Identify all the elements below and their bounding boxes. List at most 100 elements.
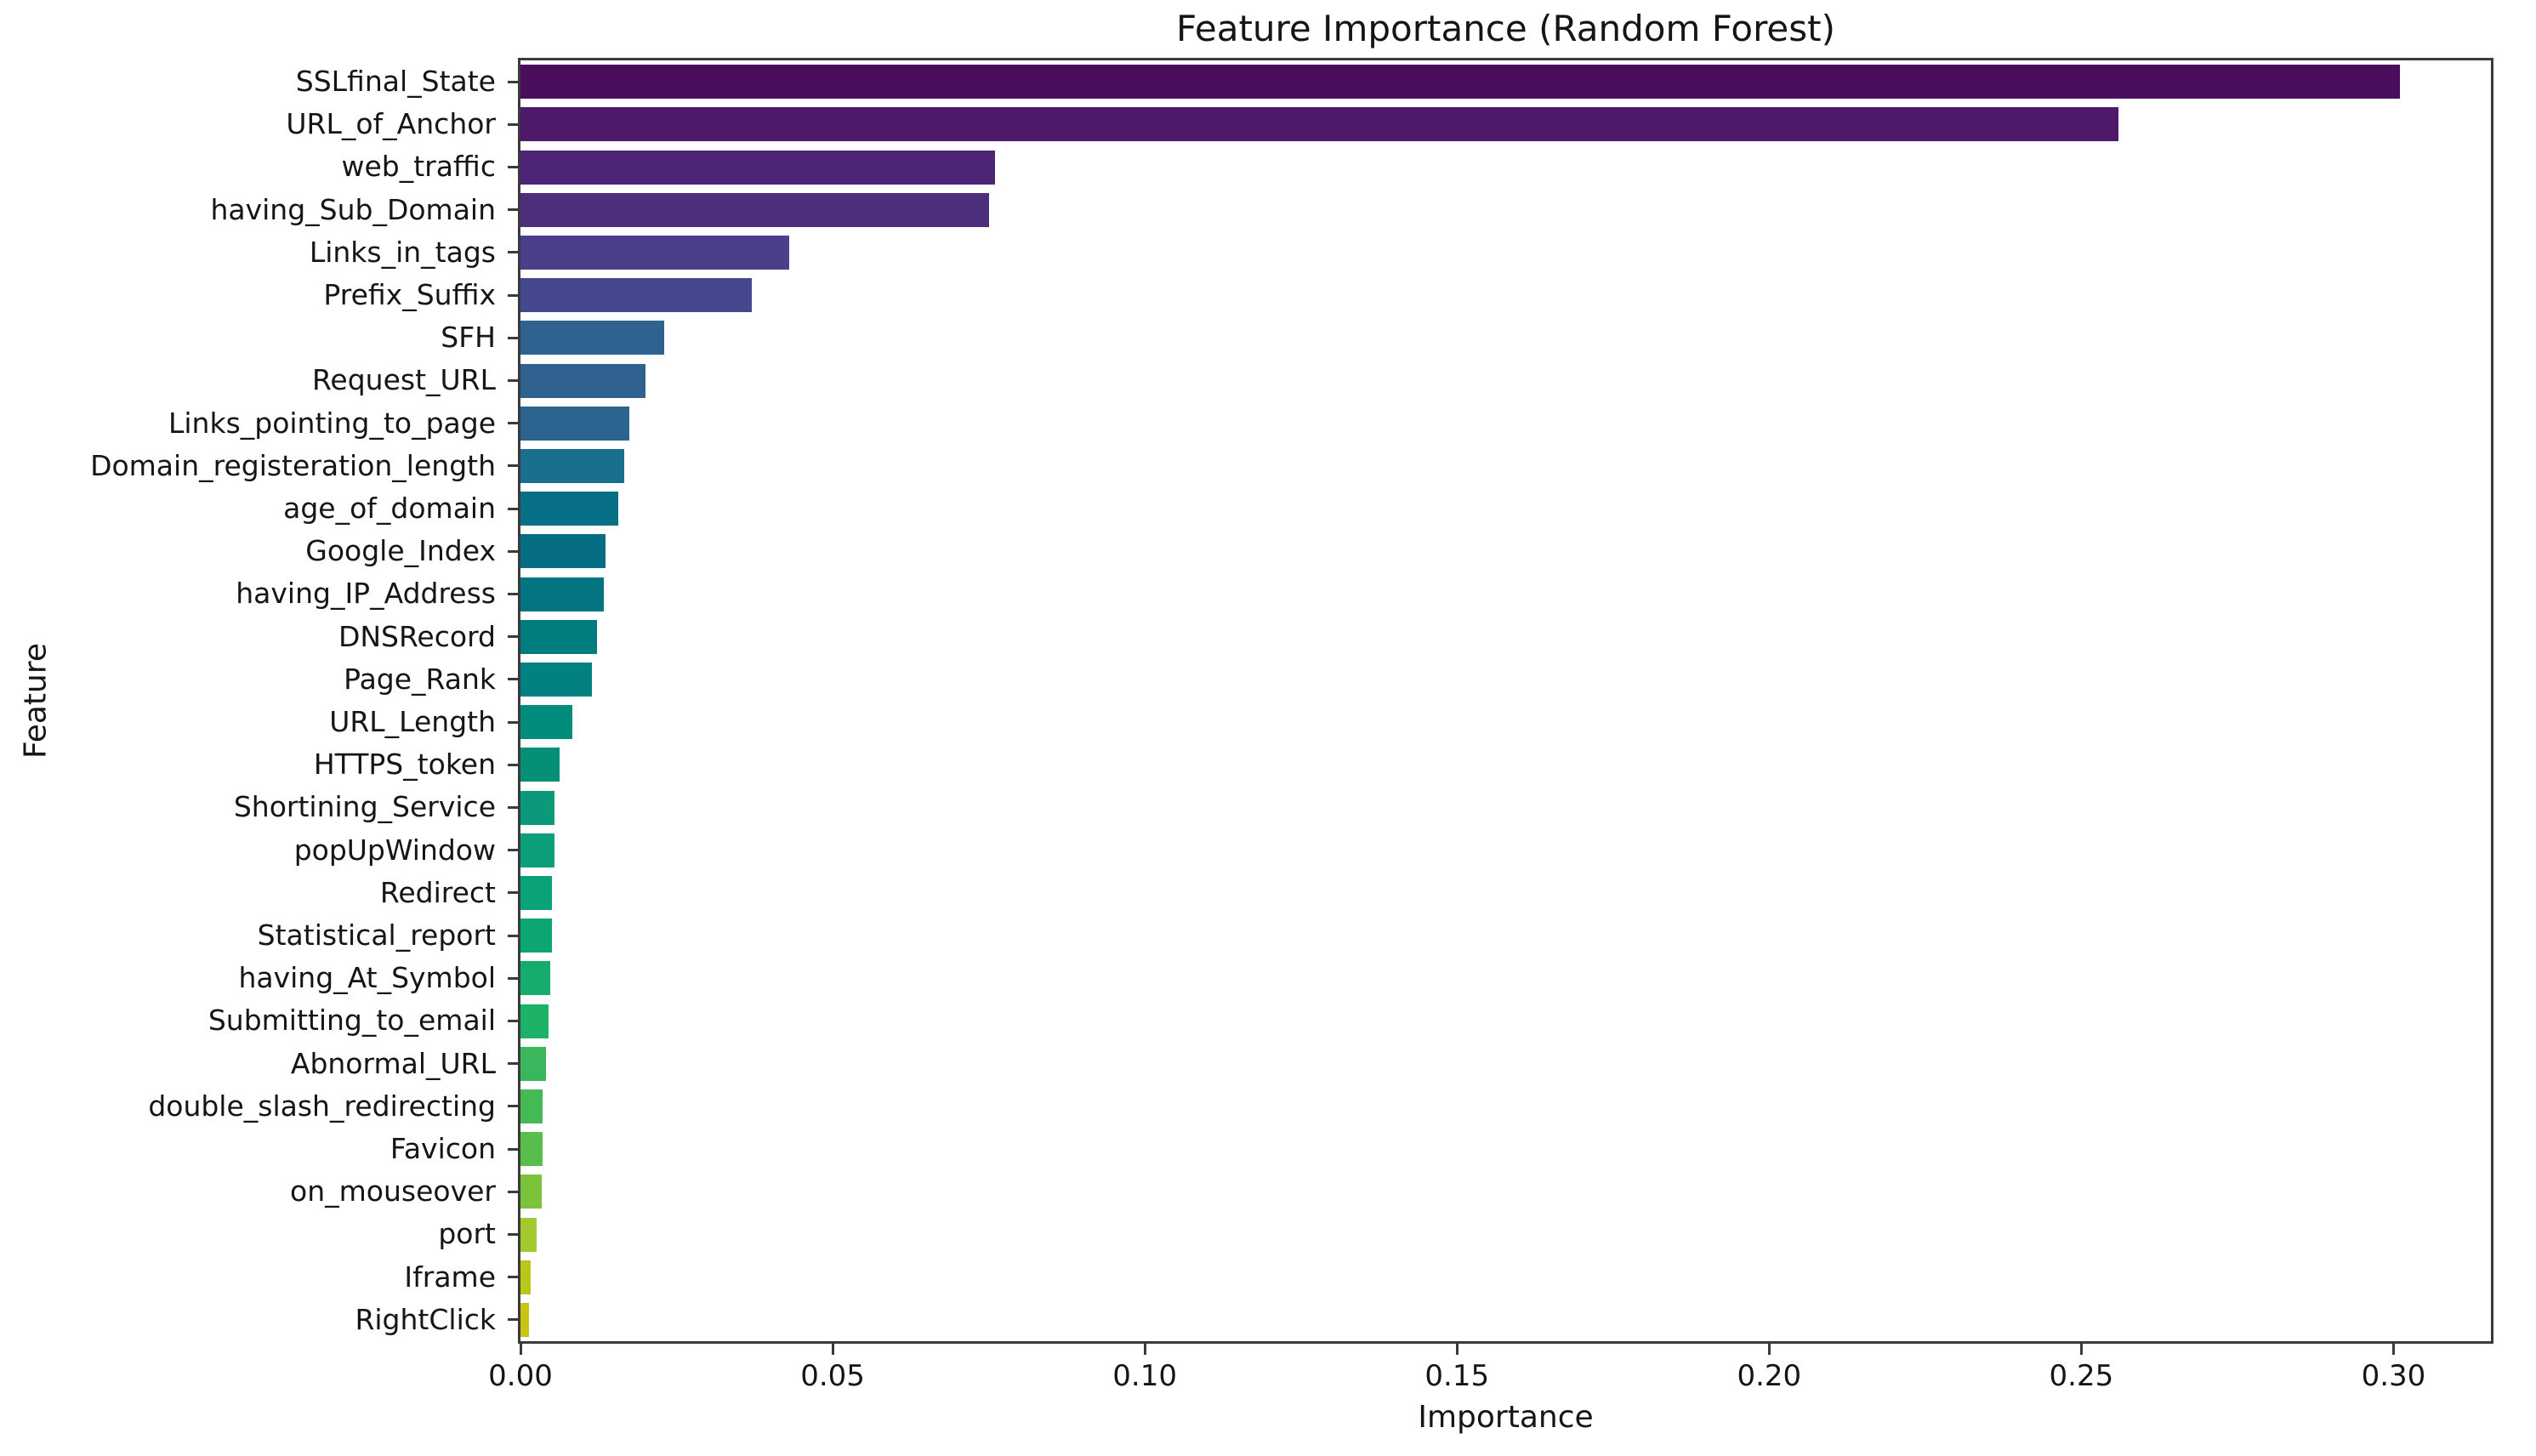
x-tick-mark	[2391, 1344, 2395, 1355]
y-tick-mark	[508, 549, 518, 553]
y-tick-mark	[508, 166, 518, 168]
bar-HTTPS_token	[520, 748, 560, 782]
chart-title: Feature Importance (Random Forest)	[1176, 8, 1835, 49]
y-tick-mark	[508, 1190, 518, 1193]
y-tick-label: SFH	[441, 321, 496, 355]
y-tick-mark	[508, 379, 518, 382]
x-tick-label: 0.15	[1424, 1359, 1490, 1393]
bar-Domain_registeration_length	[520, 448, 624, 483]
y-tick-label: having_Sub_Domain	[210, 192, 496, 226]
x-tick-mark	[2079, 1344, 2083, 1355]
y-tick-label: Shortining_Service	[233, 790, 496, 824]
bar-age_of_domain	[520, 492, 618, 526]
y-tick-label: Domain_registeration_length	[90, 448, 496, 482]
x-tick-label: 0.10	[1112, 1359, 1177, 1393]
y-tick-mark	[508, 80, 518, 83]
y-tick-mark	[508, 122, 518, 126]
bar-popUpWindow	[520, 833, 554, 867]
y-tick-label: Favicon	[389, 1132, 496, 1165]
y-tick-mark	[508, 1276, 518, 1279]
bar-Google_Index	[520, 534, 606, 569]
bar-port	[520, 1217, 537, 1252]
y-tick-label: HTTPS_token	[313, 748, 496, 782]
x-tick-mark	[1455, 1344, 1458, 1355]
y-tick-label: Prefix_Suffix	[323, 278, 496, 311]
y-tick-mark	[508, 1105, 518, 1108]
y-tick-mark	[508, 976, 518, 980]
bar-Favicon	[520, 1132, 543, 1167]
bar-web_traffic	[520, 150, 995, 185]
bar-URL_Length	[520, 705, 572, 740]
x-tick-mark	[831, 1344, 834, 1355]
y-tick-label: Request_URL	[311, 363, 496, 397]
x-axis-label: Importance	[1418, 1400, 1594, 1435]
y-tick-label: double_slash_redirecting	[148, 1089, 496, 1123]
y-tick-mark	[508, 422, 518, 425]
y-tick-label: Statistical_report	[257, 919, 496, 952]
bar-Submitting_to_email	[520, 1004, 549, 1038]
y-tick-mark	[508, 507, 518, 510]
x-tick-mark	[519, 1344, 522, 1355]
y-tick-mark	[508, 635, 518, 639]
y-tick-label: age_of_domain	[283, 492, 496, 525]
x-tick-label: 0.25	[2049, 1359, 2114, 1393]
y-tick-label: DNSRecord	[338, 619, 496, 653]
bar-SFH	[520, 321, 664, 355]
bar-double_slash_redirecting	[520, 1089, 543, 1123]
bar-Iframe	[520, 1260, 532, 1294]
x-tick-label: 0.30	[2361, 1359, 2426, 1393]
y-tick-label: Iframe	[404, 1260, 496, 1294]
x-tick-mark	[1767, 1344, 1771, 1355]
y-tick-label: port	[438, 1217, 496, 1251]
y-tick-label: Abnormal_URL	[290, 1046, 496, 1080]
y-tick-mark	[508, 1062, 518, 1066]
y-tick-mark	[508, 763, 518, 766]
y-tick-mark	[508, 464, 518, 468]
x-tick-label: 0.20	[1737, 1359, 1802, 1393]
plot-area	[518, 58, 2493, 1344]
y-tick-mark	[508, 720, 518, 724]
y-tick-label: Page_Rank	[344, 662, 496, 696]
y-tick-mark	[508, 336, 518, 339]
y-tick-label: on_mouseover	[290, 1174, 496, 1209]
bar-having_Sub_Domain	[520, 192, 989, 227]
y-tick-label: URL_Length	[329, 705, 496, 738]
x-tick-label: 0.05	[800, 1359, 865, 1393]
bar-Links_in_tags	[520, 235, 789, 270]
y-tick-mark	[508, 208, 518, 212]
bar-Links_pointing_to_page	[520, 406, 629, 441]
x-tick-label: 0.00	[488, 1359, 553, 1393]
bar-having_At_Symbol	[520, 961, 550, 996]
bar-on_mouseover	[520, 1174, 542, 1209]
y-tick-mark	[508, 678, 518, 681]
y-tick-label: URL_of_Anchor	[286, 107, 496, 141]
y-tick-label: Google_Index	[305, 534, 496, 568]
y-tick-label: Redirect	[379, 875, 496, 909]
bar-having_IP_Address	[520, 577, 605, 611]
y-tick-label: SSLfinal_State	[295, 65, 496, 98]
y-tick-mark	[508, 1318, 518, 1322]
y-tick-mark	[508, 1233, 518, 1236]
bar-Abnormal_URL	[520, 1046, 547, 1081]
bar-URL_of_Anchor	[520, 107, 2119, 142]
bar-SSLfinal_State	[520, 65, 2400, 100]
bar-RightClick	[520, 1302, 530, 1337]
y-tick-label: RightClick	[355, 1302, 496, 1336]
bar-DNSRecord	[520, 619, 597, 654]
y-tick-mark	[508, 251, 518, 254]
y-tick-label: Links_pointing_to_page	[168, 406, 496, 440]
y-tick-label: having_At_Symbol	[238, 961, 496, 995]
bar-Page_Rank	[520, 662, 593, 697]
y-tick-mark	[508, 593, 518, 595]
y-tick-label: popUpWindow	[293, 833, 496, 867]
y-tick-label: web_traffic	[341, 150, 496, 184]
bar-Shortining_Service	[520, 790, 555, 825]
bar-Request_URL	[520, 363, 645, 398]
bar-Redirect	[520, 875, 553, 910]
x-tick-mark	[1143, 1344, 1146, 1355]
y-tick-label: Submitting_to_email	[208, 1004, 496, 1038]
bar-Statistical_report	[520, 919, 552, 953]
y-tick-mark	[508, 849, 518, 852]
y-tick-mark	[508, 934, 518, 937]
